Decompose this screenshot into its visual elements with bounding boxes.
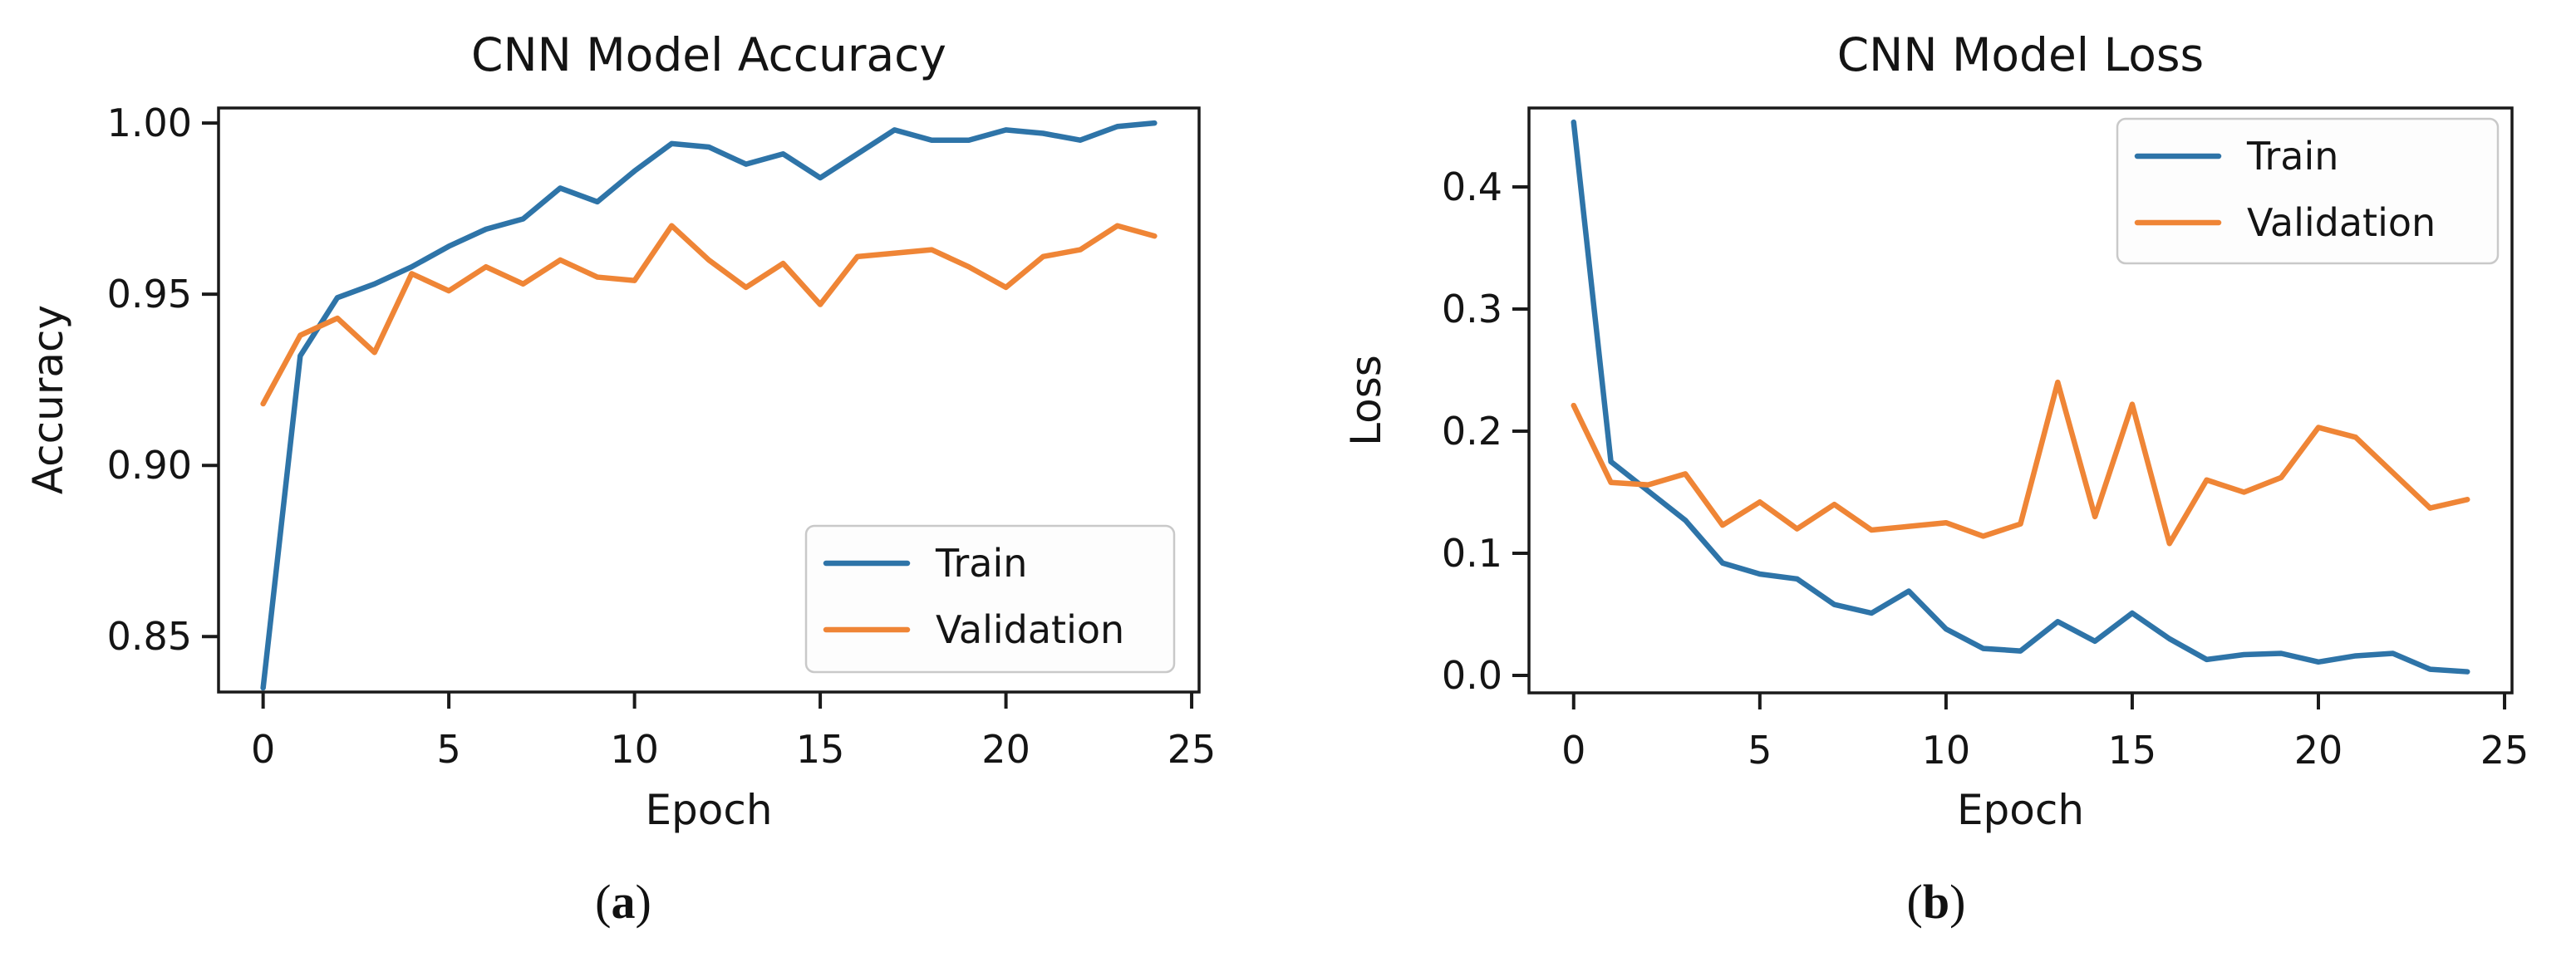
x-tick-label: 15 xyxy=(796,727,845,772)
loss-line-chart: 0.4 0.3 0.2 0.1 0.0 0 5 10 15 20 25 Train Validation xyxy=(1442,106,2529,773)
axes: 0.4 0.3 0.2 0.1 0.0 0 5 10 15 20 25 xyxy=(1442,164,2529,773)
legend-label-train: Train xyxy=(935,541,1027,586)
y-tick-label: 1.00 xyxy=(107,101,192,145)
y-tick-label: 0.1 xyxy=(1442,531,1502,576)
x-tick-label: 10 xyxy=(1922,728,1971,773)
train-series-line xyxy=(1571,119,2470,675)
accuracy-panel: CNN Model Accuracy Accuracy 1.00 0.95 0.90… xyxy=(24,28,1217,930)
x-tick-label: 10 xyxy=(610,727,659,772)
x-tick-label: 15 xyxy=(2108,728,2157,773)
caption-letter: b xyxy=(1922,875,1950,929)
legend-label-train: Train xyxy=(2246,134,2338,179)
x-tick-label: 25 xyxy=(1168,727,1217,772)
legend: Train Validation xyxy=(804,524,1176,674)
loss-chart-title: CNN Model Loss xyxy=(1836,28,2205,81)
x-tick-label: 20 xyxy=(981,727,1030,772)
validation-series-line xyxy=(1571,379,2470,547)
caption-open-paren: ( xyxy=(595,875,612,929)
caption-close-paren: ) xyxy=(1949,875,1966,929)
accuracy-x-axis-label: Epoch xyxy=(645,786,773,834)
x-tick-label: 5 xyxy=(1748,728,1772,773)
train-series-line xyxy=(260,120,1158,691)
y-tick-label: 0.85 xyxy=(107,614,192,659)
subfigure-caption-b: (b) xyxy=(1770,874,2102,930)
x-tick-label: 20 xyxy=(2294,728,2343,773)
x-tick-label: 5 xyxy=(436,727,460,772)
legend-label-validation: Validation xyxy=(936,607,1124,652)
accuracy-line-chart: 1.00 0.95 0.90 0.85 0 5 10 15 20 25 Train Validatio… xyxy=(107,101,1217,772)
axes: 1.00 0.95 0.90 0.85 0 5 10 15 20 25 xyxy=(107,101,1217,772)
plot-border xyxy=(1527,106,2514,695)
x-tick-label: 25 xyxy=(2480,728,2529,773)
validation-series-line xyxy=(260,223,1158,407)
y-tick-label: 0.4 xyxy=(1442,164,1502,209)
accuracy-chart-title: CNN Model Accuracy xyxy=(471,28,946,81)
x-tick-label: 0 xyxy=(1561,728,1585,773)
caption-letter: a xyxy=(611,875,636,929)
subfigure-caption-a: (a) xyxy=(457,874,789,930)
y-tick-label: 0.95 xyxy=(107,272,192,317)
plot-border xyxy=(217,106,1201,694)
legend-label-validation: Validation xyxy=(2247,200,2436,245)
legend: Train Validation xyxy=(2116,117,2500,265)
caption-open-paren: ( xyxy=(1906,875,1923,929)
y-tick-label: 0.90 xyxy=(107,443,192,488)
caption-close-paren: ) xyxy=(635,875,651,929)
y-tick-label: 0.2 xyxy=(1442,409,1502,454)
y-tick-label: 0.0 xyxy=(1442,653,1502,698)
loss-panel: CNN Model Loss Loss 0.4 0.3 0.2 0.1 0.0 0 5 10 1… xyxy=(1288,0,2576,967)
loss-x-axis-label: Epoch xyxy=(1956,786,2085,834)
y-tick-label: 0.3 xyxy=(1442,287,1502,331)
x-tick-label: 0 xyxy=(251,727,275,772)
